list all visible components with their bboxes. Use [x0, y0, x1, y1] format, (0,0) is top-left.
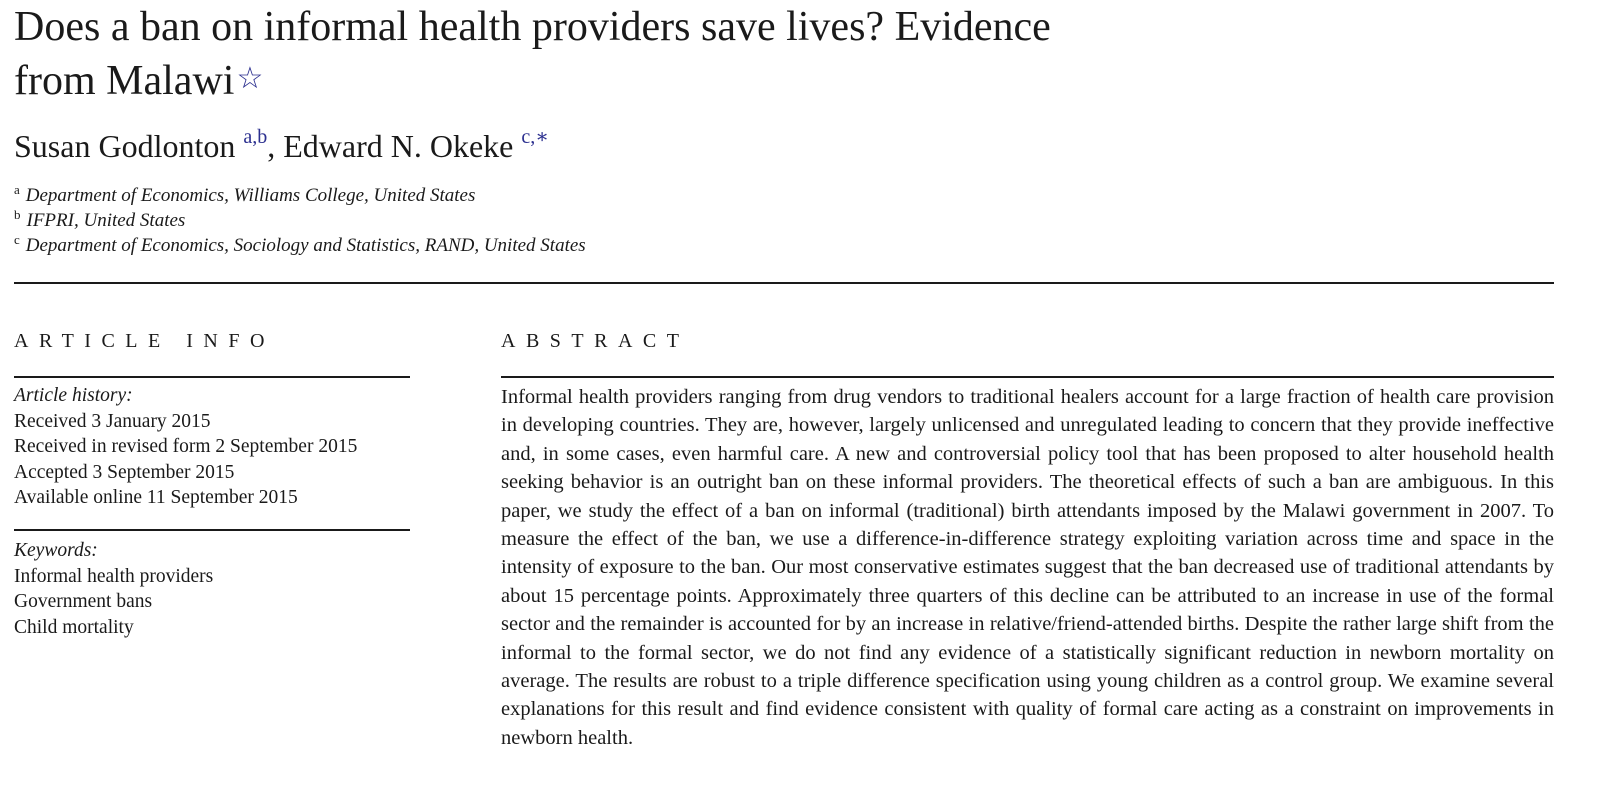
article-history-label: Article history:: [14, 385, 133, 406]
author-separator: ,: [267, 128, 284, 164]
affiliation-item: c Department of Economics, Sociology and …: [14, 233, 586, 258]
author-list: Susan Godlonton a,b, Edward N. Okeke c,∗: [14, 124, 549, 168]
header-divider: [14, 282, 1554, 284]
author-affiliation-marks[interactable]: a,b: [243, 126, 268, 148]
history-item-revised: Received in revised form 2 September 201…: [14, 436, 358, 457]
affiliation-text: IFPRI, United States: [26, 210, 186, 231]
affiliation-text: Department of Economics, Williams Colleg…: [25, 185, 476, 206]
affiliation-item: a Department of Economics, Williams Colle…: [14, 183, 586, 208]
affiliation-mark: a: [14, 182, 20, 197]
article-info-divider-top: [14, 376, 410, 378]
article-history: Article history: Received 3 January 2015…: [14, 383, 357, 511]
keyword-item: Informal health providers: [14, 565, 214, 587]
history-item-online: Available online 11 September 2015: [14, 487, 298, 508]
author-name[interactable]: Susan Godlonton: [14, 128, 236, 164]
article-title: Does a ban on informal health providers …: [14, 2, 1214, 107]
affiliation-text: Department of Economics, Sociology and S…: [25, 235, 586, 256]
article-info-divider-mid: [14, 529, 410, 531]
affiliation-mark: c: [14, 232, 20, 247]
abstract-heading: ABSTRACT: [501, 330, 690, 352]
abstract-text: Informal health providers ranging from d…: [501, 386, 1554, 749]
title-line-2: from Malawi: [14, 58, 235, 104]
keywords-label: Keywords:: [14, 540, 98, 561]
keyword-item: Government bans: [14, 591, 153, 612]
article-info-heading: ARTICLE INFO: [14, 330, 275, 352]
affiliation-item: b IFPRI, United States: [14, 208, 586, 233]
author-name[interactable]: Edward N. Okeke: [283, 128, 514, 164]
abstract-divider: [501, 376, 1554, 378]
title-footnote-star-icon[interactable]: ☆: [236, 62, 264, 95]
history-item-accepted: Accepted 3 September 2015: [14, 461, 235, 483]
affiliation-list: a Department of Economics, Williams Colle…: [14, 183, 586, 258]
history-item-received: Received 3 January 2015: [14, 410, 211, 432]
affiliation-mark: b: [14, 207, 21, 222]
keyword-item: Child mortality: [14, 616, 134, 638]
author-affiliation-marks[interactable]: c,∗: [521, 126, 549, 148]
title-line-1: Does a ban on informal health providers …: [14, 4, 1051, 50]
keywords: Keywords: Informal health providers Gove…: [14, 538, 213, 640]
